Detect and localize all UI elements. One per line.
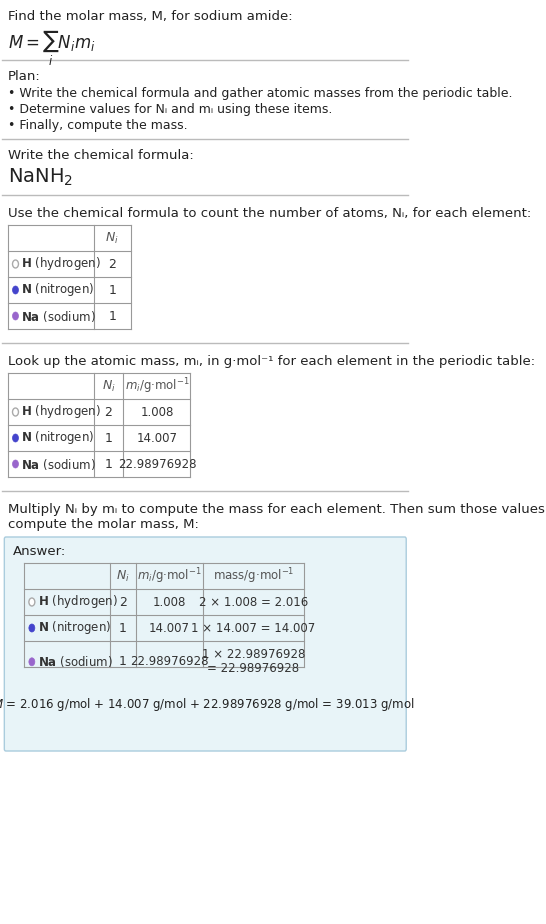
Text: $m_i$/g·mol$^{-1}$: $m_i$/g·mol$^{-1}$	[124, 376, 189, 395]
Circle shape	[13, 312, 19, 320]
Text: $\bf{N}$ (nitrogen): $\bf{N}$ (nitrogen)	[38, 619, 111, 637]
Text: = 22.98976928: = 22.98976928	[207, 663, 299, 675]
Text: • Finally, compute the mass.: • Finally, compute the mass.	[8, 119, 188, 132]
Circle shape	[13, 408, 19, 416]
Text: mass/g·mol$^{-1}$: mass/g·mol$^{-1}$	[212, 566, 294, 586]
Text: $M = \sum_i N_i m_i$: $M = \sum_i N_i m_i$	[8, 28, 96, 68]
Text: 1.008: 1.008	[140, 406, 174, 419]
Text: Answer:: Answer:	[13, 545, 66, 558]
Text: 1.008: 1.008	[153, 595, 186, 609]
Text: $\bf{H}$ (hydrogen): $\bf{H}$ (hydrogen)	[21, 256, 101, 273]
Text: $M$ = 2.016 g/mol + 14.007 g/mol + 22.98976928 g/mol = 39.013 g/mol: $M$ = 2.016 g/mol + 14.007 g/mol + 22.98…	[0, 696, 414, 713]
Text: 1: 1	[105, 457, 112, 470]
Text: 2 × 1.008 = 2.016: 2 × 1.008 = 2.016	[199, 595, 308, 609]
FancyBboxPatch shape	[4, 537, 406, 751]
Text: 22.98976928: 22.98976928	[130, 655, 209, 668]
Circle shape	[13, 434, 19, 442]
Text: 14.007: 14.007	[149, 622, 190, 635]
Text: $\bf{N}$ (nitrogen): $\bf{N}$ (nitrogen)	[21, 430, 94, 446]
Text: 14.007: 14.007	[136, 432, 177, 444]
Text: $N_i$: $N_i$	[105, 230, 119, 246]
Circle shape	[29, 658, 35, 666]
Text: 1: 1	[108, 284, 116, 297]
Text: Write the chemical formula:: Write the chemical formula:	[8, 149, 194, 162]
Text: 22.98976928: 22.98976928	[117, 457, 196, 470]
Text: Use the chemical formula to count the number of atoms, Nᵢ, for each element:: Use the chemical formula to count the nu…	[8, 207, 531, 220]
Text: $N_i$: $N_i$	[102, 379, 115, 394]
Text: Plan:: Plan:	[8, 70, 41, 83]
Text: 2: 2	[119, 595, 127, 609]
Text: Multiply Nᵢ by mᵢ to compute the mass for each element. Then sum those values to: Multiply Nᵢ by mᵢ to compute the mass fo…	[8, 503, 546, 531]
Text: • Determine values for Nᵢ and mᵢ using these items.: • Determine values for Nᵢ and mᵢ using t…	[8, 103, 333, 116]
Text: 2: 2	[105, 406, 112, 419]
Text: Find the molar mass, M, for sodium amide:: Find the molar mass, M, for sodium amide…	[8, 10, 293, 23]
Text: $m_i$/g·mol$^{-1}$: $m_i$/g·mol$^{-1}$	[137, 566, 202, 586]
Text: $N_i$: $N_i$	[116, 568, 130, 584]
Text: 1: 1	[119, 655, 127, 668]
Text: • Write the chemical formula and gather atomic masses from the periodic table.: • Write the chemical formula and gather …	[8, 87, 513, 100]
Circle shape	[13, 286, 19, 294]
Text: 2: 2	[108, 258, 116, 271]
Text: 1: 1	[108, 310, 116, 322]
Text: $\mathrm{NaNH_2}$: $\mathrm{NaNH_2}$	[8, 167, 73, 188]
Circle shape	[29, 624, 35, 632]
Text: $\bf{Na}$ (sodium): $\bf{Na}$ (sodium)	[38, 654, 112, 669]
Text: 1: 1	[119, 622, 127, 635]
Text: 1 × 14.007 = 14.007: 1 × 14.007 = 14.007	[191, 622, 316, 635]
Text: $\bf{H}$ (hydrogen): $\bf{H}$ (hydrogen)	[21, 404, 101, 420]
Text: $\bf{Na}$ (sodium): $\bf{Na}$ (sodium)	[21, 456, 96, 471]
Text: $\bf{N}$ (nitrogen): $\bf{N}$ (nitrogen)	[21, 282, 94, 298]
Circle shape	[13, 460, 19, 468]
Text: $\bf{H}$ (hydrogen): $\bf{H}$ (hydrogen)	[38, 593, 117, 611]
Text: Look up the atomic mass, mᵢ, in g·mol⁻¹ for each element in the periodic table:: Look up the atomic mass, mᵢ, in g·mol⁻¹ …	[8, 355, 535, 368]
Text: 1 × 22.98976928: 1 × 22.98976928	[201, 649, 305, 662]
Text: 1: 1	[105, 432, 112, 444]
Circle shape	[13, 260, 19, 268]
Text: $\bf{Na}$ (sodium): $\bf{Na}$ (sodium)	[21, 309, 96, 323]
Circle shape	[29, 598, 35, 606]
